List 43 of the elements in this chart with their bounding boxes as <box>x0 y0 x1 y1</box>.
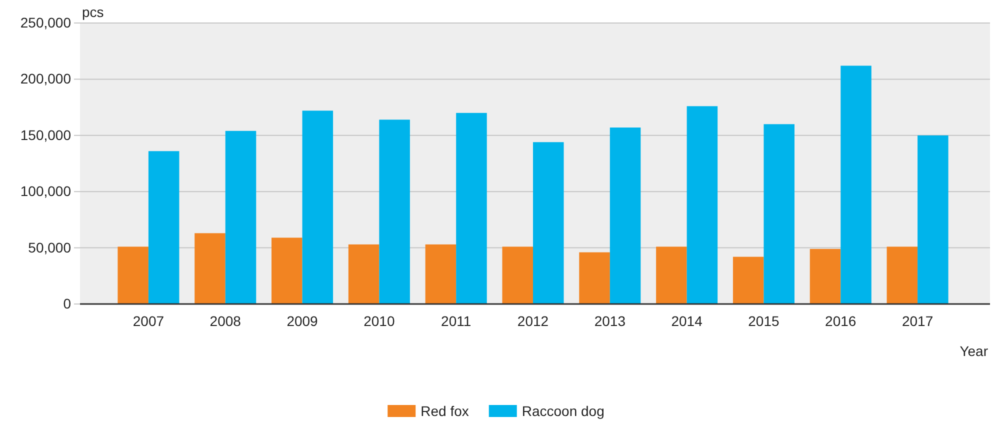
x-tick-label: 2017 <box>902 312 934 329</box>
y-tick-label: 200,000 <box>20 70 72 87</box>
bar <box>533 142 564 304</box>
y-tick-label: 150,000 <box>20 126 72 143</box>
bar <box>732 256 764 304</box>
bar <box>656 246 687 304</box>
bar <box>686 106 718 304</box>
x-tick-label: 2007 <box>132 312 164 329</box>
bar <box>272 238 302 304</box>
bar <box>456 112 487 304</box>
bar <box>118 246 148 304</box>
y-tick-label: 250,000 <box>20 14 72 30</box>
bar <box>148 151 180 304</box>
x-tick-label: 2013 <box>594 312 626 329</box>
bar <box>225 130 256 304</box>
bar <box>579 252 610 304</box>
bar <box>810 248 841 304</box>
bar <box>764 124 794 304</box>
bar <box>840 66 872 304</box>
bar <box>302 110 334 304</box>
x-axis-title: Year <box>960 343 988 359</box>
x-tick-label: 2014 <box>671 312 703 329</box>
x-tick-label: 2016 <box>825 312 856 329</box>
x-tick-label: 2011 <box>441 312 472 329</box>
legend-label: Red fox <box>420 403 469 419</box>
bar <box>425 244 456 304</box>
bar <box>379 120 410 304</box>
bar <box>610 128 641 304</box>
bar <box>886 246 918 304</box>
x-tick-label: 2010 <box>364 312 395 329</box>
bar <box>502 246 533 304</box>
x-tick-label: 2012 <box>517 312 549 329</box>
y-tick-label: 50,000 <box>28 239 72 256</box>
y-tick-label: 0 <box>63 295 72 312</box>
y-axis-title: pcs <box>82 4 104 20</box>
bar <box>918 135 948 304</box>
x-tick-label: 2008 <box>210 312 242 329</box>
y-tick-label: 100,000 <box>20 183 72 200</box>
bar <box>348 244 380 304</box>
legend-label: Raccoon dog <box>522 403 604 419</box>
x-tick-label: 2009 <box>286 312 318 329</box>
bar <box>194 233 226 304</box>
x-tick-label: 2015 <box>748 312 780 329</box>
